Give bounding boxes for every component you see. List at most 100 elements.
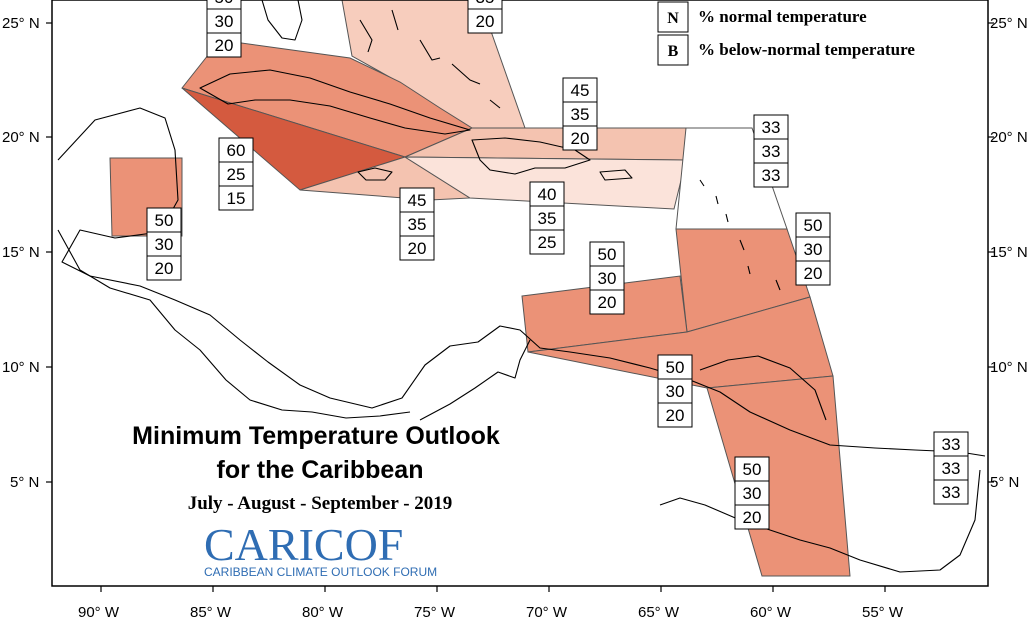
probability-cell bbox=[206, 32, 242, 58]
legend-label: % below-normal temperature bbox=[698, 40, 915, 59]
caricof-logo: CARICOF CARIBBEAN CLIMATE OUTLOOK FORUM bbox=[204, 519, 437, 579]
lat-label: 5° N bbox=[990, 474, 1019, 491]
probability-cell bbox=[589, 241, 625, 267]
probability-value: 30 bbox=[804, 240, 823, 259]
probability-value: 20 bbox=[743, 508, 762, 527]
lat-label: 25° N bbox=[2, 15, 40, 32]
probability-value: 20 bbox=[598, 293, 617, 312]
puerto-rico-coast bbox=[599, 169, 633, 181]
probability-cell bbox=[795, 236, 831, 262]
probability-cell bbox=[753, 162, 789, 188]
cuba-coast bbox=[199, 69, 471, 135]
lat-label: 15° N bbox=[2, 244, 40, 261]
probability-value: 60 bbox=[227, 141, 246, 160]
lon-label: 85° W bbox=[190, 604, 232, 621]
probability-value: 33 bbox=[942, 435, 961, 454]
lat-label: 25° N bbox=[990, 15, 1028, 32]
probability-value: 50 bbox=[598, 245, 617, 264]
bahamas-islands bbox=[359, 9, 501, 109]
map-title: Minimum Temperature Outlook bbox=[132, 422, 500, 450]
probability-cell bbox=[795, 260, 831, 286]
probability-value: 35 bbox=[571, 105, 590, 124]
lesser-antilles bbox=[699, 179, 781, 291]
probability-cell bbox=[218, 161, 254, 187]
probability-cell bbox=[399, 187, 435, 213]
probability-cell bbox=[933, 455, 969, 481]
probability-value: 50 bbox=[155, 211, 174, 230]
lat-label: 5° N bbox=[10, 474, 39, 491]
probability-value: 20 bbox=[571, 129, 590, 148]
lon-label: 60° W bbox=[750, 604, 792, 621]
probability-value: 50 bbox=[215, 0, 234, 7]
probability-value: 33 bbox=[762, 118, 781, 137]
lat-label: 20° N bbox=[2, 129, 40, 146]
probability-value: 35 bbox=[538, 209, 557, 228]
logo-subtitle: CARIBBEAN CLIMATE OUTLOOK FORUM bbox=[204, 565, 437, 579]
legend-label: % normal temperature bbox=[698, 7, 867, 26]
probability-value: 20 bbox=[476, 12, 495, 31]
probability-cell bbox=[753, 114, 789, 140]
probability-value: 15 bbox=[227, 189, 246, 208]
map-title-line2: for the Caribbean bbox=[217, 456, 424, 484]
probability-cell bbox=[218, 137, 254, 163]
orinoco-delta bbox=[699, 355, 827, 421]
lon-label: 75° W bbox=[414, 604, 456, 621]
probability-cell bbox=[795, 212, 831, 238]
longitude-labels: 90° W 85° W 80° W 75° W 70° W 65° W 60° … bbox=[78, 604, 904, 621]
probability-cell bbox=[933, 479, 969, 505]
legend-key-box bbox=[657, 34, 689, 66]
region-guyanas bbox=[706, 375, 851, 577]
lon-label: 65° W bbox=[638, 604, 680, 621]
lat-label: 10° N bbox=[990, 359, 1028, 376]
probability-value: 30 bbox=[743, 484, 762, 503]
probability-cell bbox=[562, 125, 598, 151]
probability-value: 30 bbox=[598, 269, 617, 288]
probability-value: 40 bbox=[538, 185, 557, 204]
probability-value: 20 bbox=[155, 259, 174, 278]
probability-value: 30 bbox=[215, 12, 234, 31]
lat-label: 20° N bbox=[990, 129, 1028, 146]
central-america-pacific bbox=[57, 229, 411, 419]
probability-value: 33 bbox=[942, 483, 961, 502]
probability-value: 20 bbox=[408, 239, 427, 258]
probability-cell bbox=[589, 265, 625, 291]
probability-value: 20 bbox=[215, 36, 234, 55]
probability-cell bbox=[657, 402, 693, 428]
frame-ticks bbox=[46, 22, 994, 592]
probability-boxes: 50 30 20 35 20 45 35 20 33 33 33 60 25 15 50 30 20 45 35 20… bbox=[146, 0, 969, 530]
legend-key: B bbox=[668, 43, 679, 60]
probability-value: 25 bbox=[538, 233, 557, 252]
probability-value: 45 bbox=[408, 191, 427, 210]
lon-label: 55° W bbox=[862, 604, 904, 621]
probability-cell bbox=[206, 8, 242, 34]
lat-label: 10° N bbox=[2, 359, 40, 376]
south-america-coast bbox=[419, 339, 981, 573]
florida-coast bbox=[261, 0, 303, 41]
probability-value: 30 bbox=[666, 382, 685, 401]
probability-value: 33 bbox=[762, 166, 781, 185]
latitude-labels-left: 25° N 20° N 15° N 10° N 5° N bbox=[2, 15, 40, 491]
probability-value: 33 bbox=[942, 459, 961, 478]
probability-value: 30 bbox=[155, 235, 174, 254]
probability-cell bbox=[529, 205, 565, 231]
jamaica-coast bbox=[357, 167, 393, 181]
probability-cell bbox=[529, 181, 565, 207]
probability-value: 20 bbox=[666, 406, 685, 425]
lon-label: 70° W bbox=[526, 604, 568, 621]
probability-cell bbox=[657, 354, 693, 380]
probability-cell bbox=[399, 211, 435, 237]
probability-cell bbox=[467, 8, 503, 34]
probability-value: 50 bbox=[666, 358, 685, 377]
probability-cell bbox=[753, 138, 789, 164]
probability-value: 20 bbox=[804, 264, 823, 283]
probability-cell bbox=[589, 289, 625, 315]
probability-cell bbox=[218, 185, 254, 211]
probability-cell bbox=[734, 504, 770, 530]
probability-cell bbox=[399, 235, 435, 261]
map-frame bbox=[51, 0, 989, 587]
logo-wordmark: CARICOF bbox=[204, 519, 403, 570]
season-period: July - August - September - 2019 bbox=[188, 493, 453, 514]
probability-cell bbox=[529, 229, 565, 255]
probability-value: 50 bbox=[804, 216, 823, 235]
probability-cell bbox=[146, 255, 182, 281]
